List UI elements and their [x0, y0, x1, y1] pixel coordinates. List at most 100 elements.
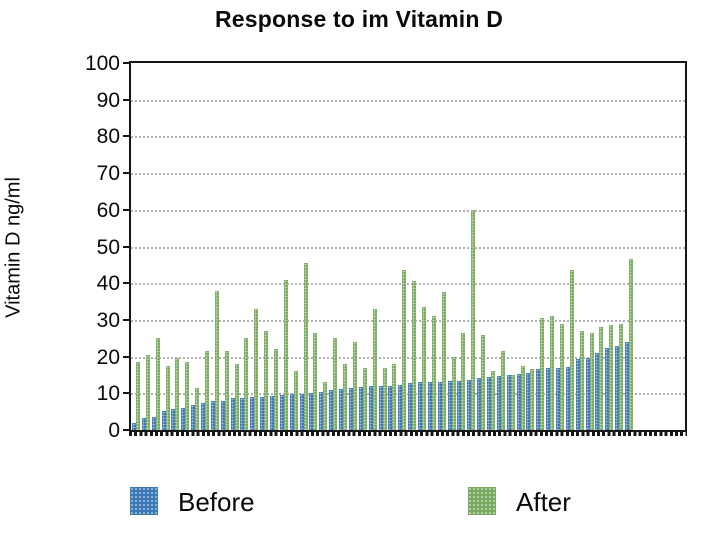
before-bar [270, 395, 275, 430]
before-bar [457, 380, 462, 430]
after-bar [185, 362, 190, 430]
before-bar [595, 352, 600, 430]
y-tick-mark-100 [123, 62, 129, 64]
before-bar [417, 382, 422, 430]
y-tick-label-80: 80 [96, 125, 120, 149]
before-bar [220, 400, 225, 430]
gridline-30 [131, 319, 685, 322]
before-bar [319, 392, 324, 430]
y-tick-mark-10 [123, 392, 129, 395]
before-bar [299, 393, 304, 430]
before-bar [378, 385, 383, 430]
after-bar [195, 387, 200, 430]
before-bar [161, 411, 166, 430]
y-tick-label-70: 70 [96, 162, 120, 186]
y-tick-mark-20 [123, 355, 129, 358]
after-bar [441, 292, 446, 430]
before-bar [555, 367, 560, 430]
after-bar [530, 369, 535, 430]
before-bar [250, 397, 255, 430]
before-bar [526, 372, 531, 430]
after-bar [461, 332, 466, 430]
after-bar [510, 374, 515, 430]
after-bar [372, 308, 377, 430]
before-bar [191, 405, 196, 430]
after-bar [362, 367, 367, 430]
y-tick-label-90: 90 [96, 88, 120, 112]
before-bar [329, 390, 334, 430]
after-bar [343, 363, 348, 430]
before-bar [546, 367, 551, 430]
before-bar [368, 386, 373, 430]
x-axis-ticks [129, 432, 687, 436]
before-bar [260, 396, 265, 430]
before-bar [348, 388, 353, 430]
before-bar [625, 341, 629, 430]
chart-title: Response to im Vitamin D [214, 6, 504, 32]
before-bar [467, 380, 472, 430]
after-bar [431, 316, 436, 430]
y-tick-label-60: 60 [96, 198, 120, 222]
after-swatch [468, 487, 496, 515]
after-bar [490, 371, 495, 430]
legend-label-after: After [516, 487, 571, 517]
before-bar [132, 422, 136, 430]
after-bar [234, 363, 239, 430]
before-bar [398, 384, 403, 430]
gridline-40 [131, 283, 685, 286]
before-bar [447, 381, 452, 430]
y-tick-label-30: 30 [96, 308, 120, 332]
after-bar [579, 330, 584, 430]
before-bar [201, 402, 206, 430]
y-axis-title: Vitamin D ng/ml [2, 177, 25, 318]
before-bar [585, 358, 590, 430]
before-bar [486, 377, 491, 430]
plot-area [129, 61, 687, 432]
y-tick-label-20: 20 [96, 345, 120, 369]
after-bar [323, 382, 328, 430]
after-bar [283, 279, 288, 430]
before-bar [605, 348, 610, 430]
after-bar [214, 290, 219, 430]
after-bar [392, 363, 397, 430]
y-tick-label-100: 100 [84, 52, 120, 75]
after-bar [471, 209, 476, 430]
after-bar [352, 341, 357, 430]
gridline-80 [131, 136, 685, 139]
before-bar [171, 409, 176, 430]
before-bar [230, 398, 235, 430]
before-bar [477, 377, 482, 430]
after-bar [244, 338, 249, 430]
y-tick-mark-90 [123, 98, 129, 101]
after-bar [254, 308, 259, 430]
after-bar [559, 323, 564, 430]
after-bar [155, 338, 160, 430]
after-bar [382, 367, 387, 430]
gridline-70 [131, 173, 685, 176]
before-bar [506, 374, 511, 430]
after-bar [293, 371, 298, 430]
before-bar [358, 387, 363, 430]
y-tick-mark-30 [123, 318, 129, 321]
before-bar [210, 401, 215, 430]
after-bar [274, 349, 279, 430]
after-bar [136, 362, 140, 430]
y-tick-label-10: 10 [96, 382, 120, 406]
after-bar [629, 259, 633, 430]
y-tick-mark-50 [123, 245, 129, 248]
before-bar [536, 368, 541, 430]
gridline-10 [131, 393, 685, 396]
before-bar [339, 388, 344, 430]
after-bar [589, 332, 594, 430]
after-bar [145, 354, 150, 430]
before-bar [565, 366, 570, 430]
gridline-20 [131, 356, 685, 359]
before-bar [151, 417, 156, 430]
after-bar [619, 323, 624, 430]
gridline-90 [131, 99, 685, 102]
after-bar [599, 327, 604, 430]
after-bar [481, 334, 486, 430]
after-bar [313, 332, 318, 430]
before-bar [181, 408, 186, 430]
after-bar [540, 318, 545, 430]
